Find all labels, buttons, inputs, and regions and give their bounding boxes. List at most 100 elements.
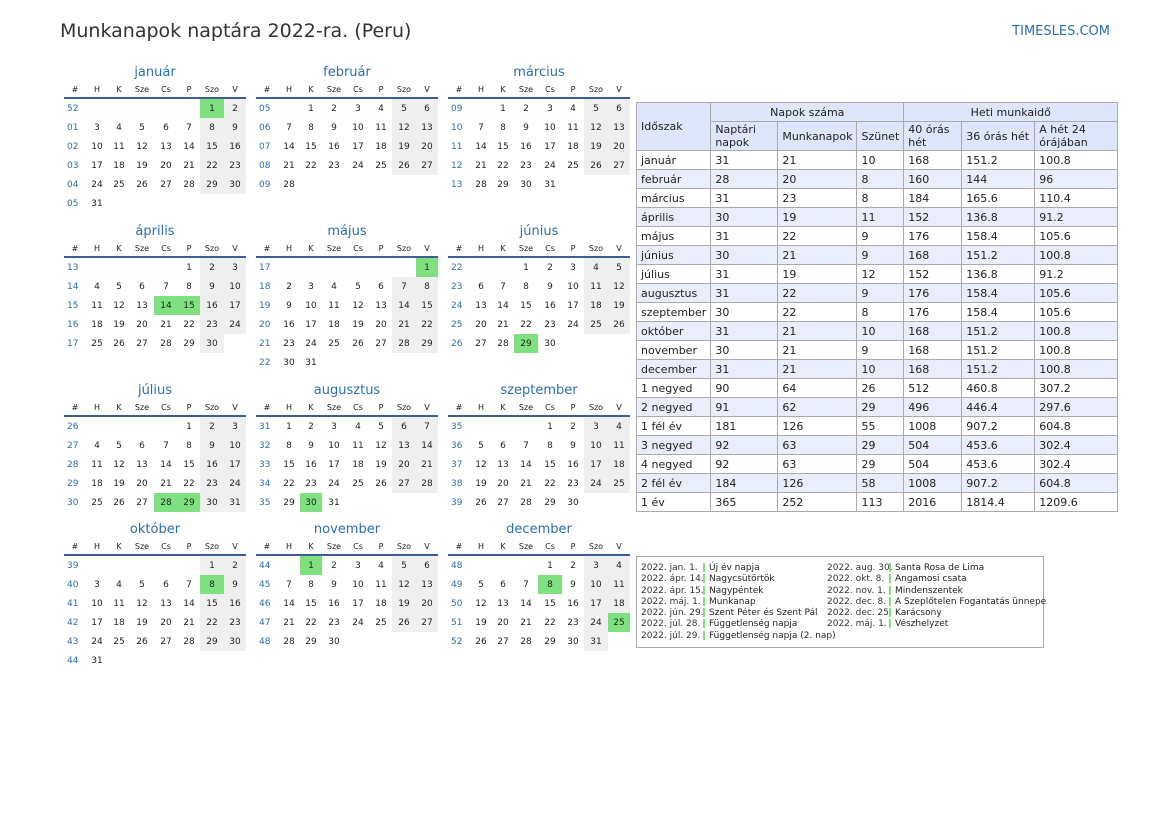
day-cell: 21	[392, 315, 416, 334]
day-cell: 31	[328, 497, 340, 508]
day-cell: 24	[224, 315, 246, 334]
stats-cell: január	[635, 150, 712, 170]
day-cell: 9	[570, 579, 576, 590]
week-row: 29 18 19 20 21 22 23 24	[64, 474, 246, 493]
day-cell: 11	[375, 122, 387, 133]
day-cell	[470, 98, 492, 118]
day-cell: 26	[136, 636, 148, 647]
day-cell: 23	[567, 617, 579, 628]
day-cell: 30	[300, 493, 322, 512]
day-cell: 22	[544, 478, 556, 489]
weekday-header: H	[278, 400, 300, 417]
day-cell: 16	[328, 141, 340, 152]
stats-cell: 26	[856, 378, 905, 398]
stats-row: október 31 21 10 168 151.2 100.8	[635, 321, 1119, 341]
day-cell	[608, 632, 630, 651]
day-cell	[584, 334, 608, 353]
day-cell: 11	[328, 300, 340, 311]
stats-cell: 29	[856, 397, 905, 417]
week-number: 33	[259, 459, 271, 470]
day-cell: 29	[178, 493, 200, 512]
day-cell: 17	[224, 455, 246, 474]
stats-cell: 30	[710, 207, 779, 227]
day-cell: 24	[91, 636, 103, 647]
day-cell: 2	[570, 560, 576, 571]
weekday-header: V	[416, 82, 438, 99]
weekday-header: P	[178, 241, 200, 258]
day-cell: 29	[497, 179, 509, 190]
weekday-header: K	[108, 82, 130, 99]
weekday-header: #	[448, 400, 470, 417]
stats-cell: 151.2	[961, 321, 1036, 341]
weekday-header: Sze	[130, 539, 154, 556]
day-cell: 22	[497, 160, 509, 171]
day-cell: 3	[331, 421, 337, 432]
stats-cell: 105.6	[1034, 283, 1119, 303]
day-cell: 28	[154, 493, 178, 512]
weekday-header: Cs	[346, 241, 370, 258]
day-cell	[86, 257, 108, 277]
day-cell: 8	[308, 122, 314, 133]
week-number: 23	[451, 281, 463, 292]
stats-cell: 19	[777, 207, 858, 227]
week-row: 31 1 2 3 4 5 6 7	[256, 416, 438, 436]
holiday-marker	[889, 619, 891, 629]
stats-cell: 176	[903, 283, 963, 303]
stats-cell: 168	[903, 340, 963, 360]
holiday-marker	[889, 585, 891, 595]
month-name: március	[513, 65, 565, 80]
day-cell: 25	[113, 179, 125, 190]
month-table: # H K Sze Cs P Szo V 22 1 2 3 4 5 23 6 7 8 9 10 11 12 24 13 14 15…	[448, 241, 630, 353]
day-cell: 22	[544, 617, 556, 628]
day-cell: 1	[286, 421, 292, 432]
day-cell: 4	[584, 257, 608, 277]
day-cell	[492, 257, 514, 277]
weekday-header: V	[608, 241, 630, 258]
site-link[interactable]: TIMESLES.COM	[1012, 24, 1110, 39]
week-number: 29	[67, 478, 79, 489]
day-cell: 1	[186, 421, 192, 432]
week-row: 51 19 20 21 22 23 24 25	[448, 613, 630, 632]
day-cell: 27	[136, 338, 148, 349]
day-cell: 27	[475, 338, 487, 349]
day-cell: 11	[584, 277, 608, 296]
day-cell: 17	[584, 455, 608, 474]
day-cell	[154, 98, 178, 118]
stats-cell: 136.8	[961, 207, 1036, 227]
day-cell: 11	[91, 300, 103, 311]
day-cell: 16	[200, 296, 224, 315]
stats-cell: 55	[856, 416, 905, 436]
stats-cell: 168	[903, 321, 963, 341]
holiday-row: 2022. dec. 25. Karácsony	[827, 608, 1046, 619]
day-cell: 7	[186, 579, 192, 590]
month-calendar: november # H K Sze Cs P Szo V 44 1 2 3 4 5 6 45 7 8 9 10 11 12…	[256, 521, 438, 651]
day-cell	[392, 175, 416, 194]
weekday-header: Sze	[514, 539, 538, 556]
week-row: 48 28 29 30	[256, 632, 438, 651]
month-calendar: december # H K Sze Cs P Szo V 48 1 2 3 4 49 5 6 7 8 9 10 11 50…	[448, 521, 630, 651]
day-cell: 15	[544, 598, 556, 609]
week-number: 48	[451, 560, 463, 571]
day-cell: 25	[608, 613, 630, 632]
holiday-name: Karácsony	[895, 608, 942, 619]
week-number: 51	[451, 617, 463, 628]
day-cell: 7	[186, 122, 192, 133]
stats-cell: 184	[710, 473, 779, 493]
weekday-header: P	[370, 82, 392, 99]
stats-cell: 9	[856, 340, 905, 360]
week-row: 14 4 5 6 7 8 9 10	[64, 277, 246, 296]
week-row: 11 14 15 16 17 18 19 20	[448, 137, 630, 156]
week-number: 11	[451, 141, 463, 152]
stats-cell: 1 negyed	[635, 378, 712, 398]
stats-cell: 158.4	[961, 226, 1036, 246]
day-cell	[514, 416, 538, 436]
day-cell: 4	[608, 416, 630, 436]
day-cell: 8	[186, 281, 192, 292]
header-hours-group: Heti munkaidő	[903, 102, 1119, 122]
month-name: április	[135, 224, 175, 239]
day-cell: 27	[416, 613, 438, 632]
day-cell: 20	[375, 319, 387, 330]
day-cell: 19	[475, 617, 487, 628]
week-number: 52	[67, 103, 79, 114]
day-cell	[322, 257, 346, 277]
